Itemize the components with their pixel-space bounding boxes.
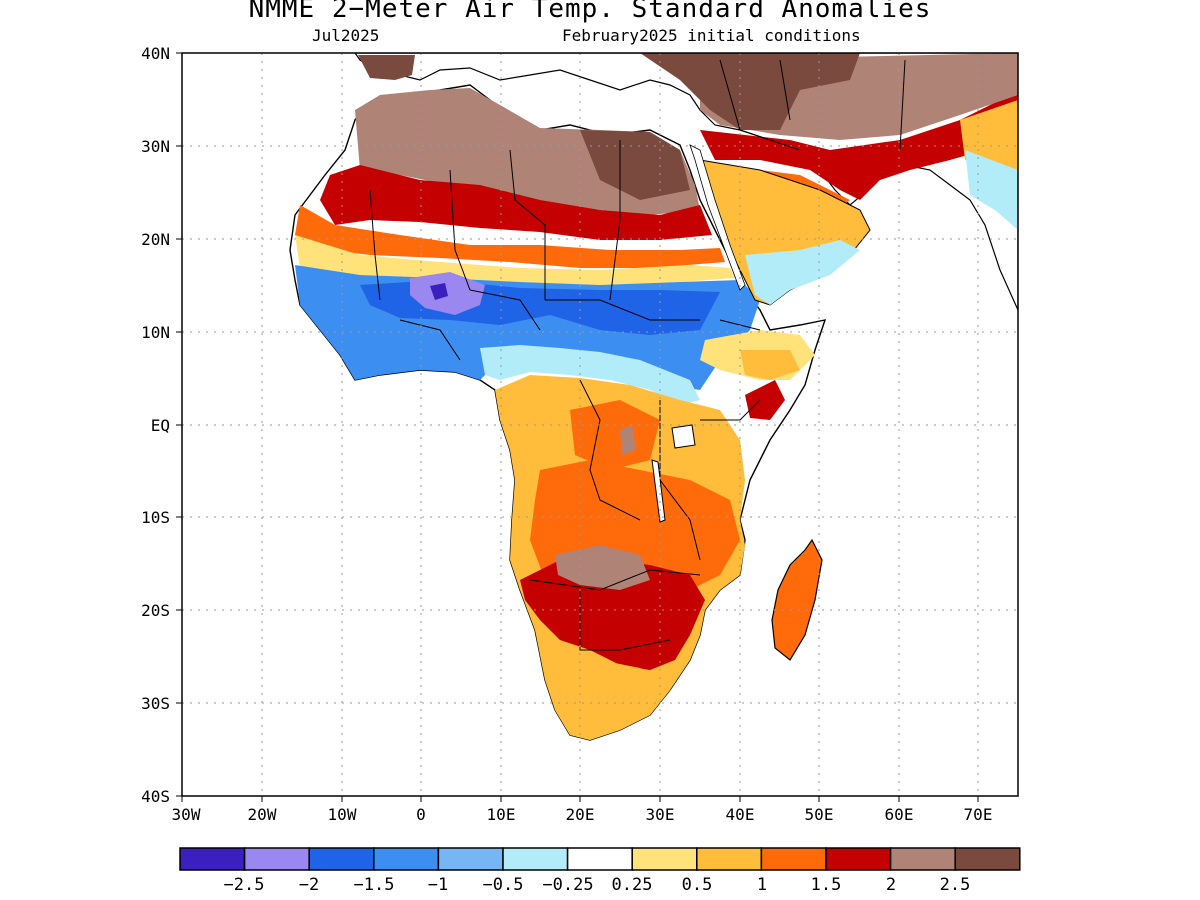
legend-label: −1.5 [354,875,395,895]
lon-label: 10W [328,805,357,824]
gridlines [182,53,1018,796]
lat-label: EQ [151,416,170,435]
legend-swatch [631,847,698,871]
legend-swatch [889,847,956,871]
lon-label: 50E [805,805,834,824]
lat-labels: 40N 30N 20N 10N EQ 10S 20S 30S 40S [141,44,170,806]
legend-swatch [825,847,892,871]
lon-label: 0 [416,805,426,824]
red-sea [689,144,746,291]
tick-marks [176,52,979,802]
legend-label: 2 [886,875,896,895]
initial-conditions: February2025 initial conditions [562,26,861,45]
lon-label: 30W [172,805,201,824]
lat-label: 40N [141,44,170,63]
sahara-dark-east [580,130,690,200]
lake-victoria [671,424,696,449]
legend-swatch [308,847,375,871]
central-hot-spot [620,425,636,455]
madagascar [771,538,823,661]
lon-label: 60E [885,805,914,824]
legend-labels: −2.5 −2 −1.5 −1 −0.5 −0.25 0.25 0.5 1 1.… [224,875,971,895]
lon-label: 10E [487,805,516,824]
lon-label: 20W [248,805,277,824]
lon-label: 20E [566,805,595,824]
legend-swatch [437,847,504,871]
sahel-red-band [320,165,712,240]
legend-colorbar [179,847,1021,871]
legend-swatch [243,847,310,871]
angola-hot [555,545,650,590]
lat-label: 30S [141,694,170,713]
sahel-orange-band [295,205,725,268]
coastal-light-cool [480,345,700,405]
lat-label: 10S [141,508,170,527]
legend-swatch [502,847,569,871]
cold-core-center [430,283,448,300]
legend-swatch [696,847,763,871]
lat-label: 30N [141,137,170,156]
lat-label: 40S [141,787,170,806]
legend-label: 1.5 [811,875,842,895]
forecast-month: Jul2025 [312,26,380,45]
legend-label: −0.5 [483,875,524,895]
lon-label: 30E [646,805,675,824]
horn-orange [740,350,800,380]
legend-label: −2 [299,875,319,895]
map-title: NMME 2−Meter Air Temp. Standard Anomalie… [248,0,932,24]
sahel-yellow-band [295,235,735,285]
lon-label: 40E [726,805,755,824]
legend-label: 0.25 [612,875,653,895]
legend-swatch [954,847,1021,871]
iberia-dark [358,55,415,80]
legend-label: −1 [428,875,448,895]
legend-label: −0.25 [542,875,593,895]
country-borders [369,59,906,651]
eurasia-dark-core [640,53,860,130]
west-africa-cold-core [410,272,485,315]
lake-tanganyika [651,459,666,523]
legend-swatch [760,847,827,871]
legend-swatch [566,847,633,871]
arabia-south-cool [745,240,860,305]
lon-labels: 30W 20W 10W 0 10E 20E 30E 40E 50E 60E 70… [172,805,993,824]
legend-swatch [179,847,246,871]
legend-label: 1 [757,875,767,895]
legend-label: 2.5 [940,875,971,895]
legend-swatch [373,847,440,871]
lat-label: 20S [141,601,170,620]
legend-label: −2.5 [224,875,265,895]
eurasia-warm-band [700,95,1018,200]
east-africa-red [745,380,785,420]
congo-orange [570,400,660,470]
india-cool [965,150,1018,230]
map-area [289,53,1018,741]
lon-label: 70E [964,805,993,824]
lat-label: 10N [141,323,170,342]
legend-label: 0.5 [682,875,713,895]
lat-label: 20N [141,230,170,249]
